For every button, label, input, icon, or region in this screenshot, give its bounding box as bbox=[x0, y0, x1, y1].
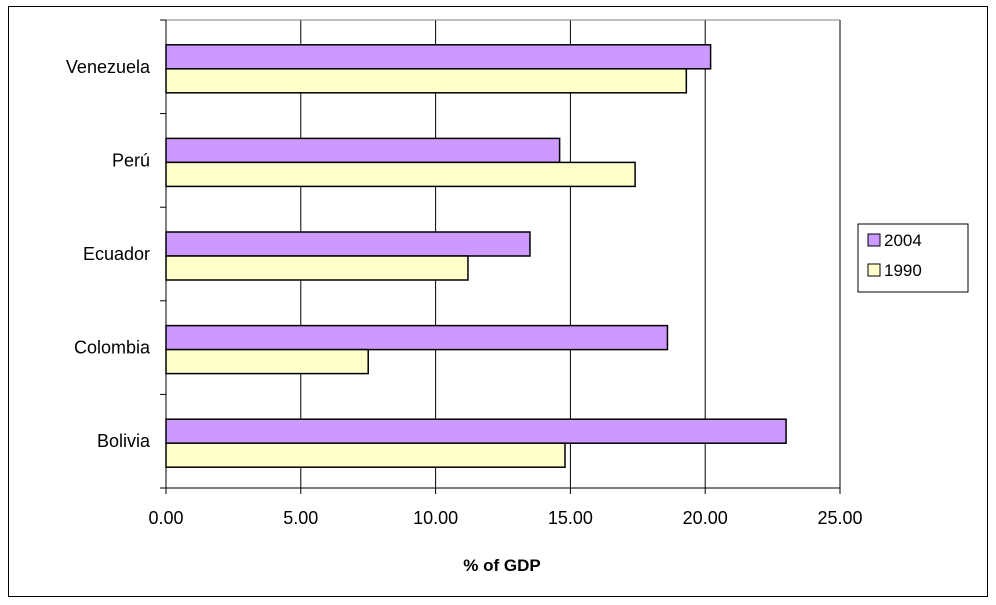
y-category-label: Perú bbox=[112, 150, 150, 170]
x-tick-label: 5.00 bbox=[283, 508, 318, 528]
legend: 2004 1990 bbox=[857, 223, 969, 293]
bars bbox=[165, 44, 787, 468]
x-tick-label: 0.00 bbox=[148, 508, 183, 528]
y-category-label: Venezuela bbox=[66, 57, 151, 77]
bar-1990-ecuador bbox=[165, 255, 469, 281]
bar-2004-colombia bbox=[165, 324, 669, 351]
y-category-label: Colombia bbox=[74, 338, 151, 358]
y-category-label: Ecuador bbox=[83, 244, 150, 264]
chart-frame bbox=[8, 6, 988, 597]
bar-1990-perú bbox=[165, 161, 636, 188]
gridlines bbox=[166, 19, 841, 488]
bar-2004-perú bbox=[165, 137, 561, 164]
x-tick-label: 20.00 bbox=[683, 508, 728, 528]
x-tick-label: 10.00 bbox=[413, 508, 458, 528]
bar-2004-bolivia bbox=[165, 418, 787, 444]
axes bbox=[160, 19, 841, 494]
legend-swatch-2004 bbox=[867, 233, 881, 247]
y-category-label: Bolivia bbox=[97, 431, 151, 451]
x-tick-labels: 0.00 5.00 10.00 15.00 20.00 25.00 bbox=[148, 508, 862, 528]
bar-1990-venezuela bbox=[165, 68, 688, 94]
legend-label-2004: 2004 bbox=[884, 231, 922, 250]
y-category-labels: Bolivia Colombia Ecuador Perú Venezuela bbox=[66, 57, 151, 451]
x-tick-label: 15.00 bbox=[548, 508, 593, 528]
legend-swatch-1990 bbox=[867, 263, 881, 277]
bar-2004-venezuela bbox=[165, 44, 712, 70]
legend-label-1990: 1990 bbox=[884, 261, 922, 280]
bar-1990-colombia bbox=[165, 348, 369, 375]
x-axis-title: % of GDP bbox=[463, 556, 540, 575]
x-tick-label: 25.00 bbox=[817, 508, 862, 528]
bar-1990-bolivia bbox=[165, 442, 566, 468]
bar-2004-ecuador bbox=[165, 231, 531, 257]
